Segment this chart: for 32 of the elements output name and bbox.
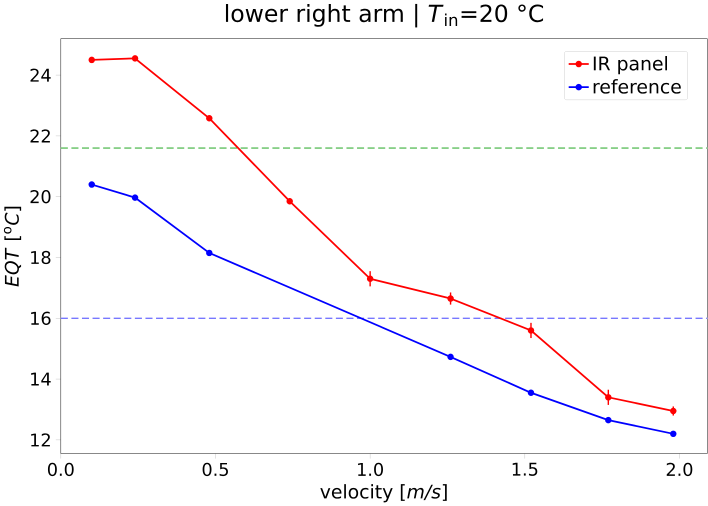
point: [206, 250, 213, 256]
point: [88, 56, 95, 64]
x-axis-title: velocity [m/s]: [320, 484, 447, 502]
x-tick-label: 2.0: [666, 462, 692, 476]
x-tick-label: 0.5: [202, 462, 228, 476]
y-tick-label: 22: [30, 129, 50, 142]
point: [528, 327, 534, 334]
y-tick-label: 18: [31, 250, 50, 264]
y-tick-label: 12: [31, 433, 50, 446]
point: [88, 181, 95, 188]
point: [366, 275, 374, 282]
x-tick-label: 0.0: [48, 462, 74, 476]
legend-label: IR panel: [594, 56, 667, 74]
point: [605, 416, 612, 424]
point: [605, 394, 612, 400]
point: [132, 194, 138, 201]
point: [670, 430, 677, 437]
point: [206, 114, 213, 122]
point: [447, 354, 454, 360]
y-tick-label: 20: [30, 190, 50, 204]
y-axis-title: EQT [$^{o}$C]: [4, 206, 22, 286]
x-tick-label: 1.5: [512, 462, 538, 476]
y-tick-label: 16: [31, 311, 51, 325]
point: [528, 389, 534, 396]
x-tick-label: 1.0: [358, 462, 383, 476]
legend-label: reference: [594, 78, 681, 94]
y-tick-label: 14: [31, 372, 51, 386]
point: [447, 295, 454, 302]
point: [286, 198, 293, 204]
chart-title: lower right arm | T$_{in}$=20 °C: [226, 4, 544, 28]
point: [132, 55, 138, 62]
y-tick-label: 24: [30, 68, 51, 82]
